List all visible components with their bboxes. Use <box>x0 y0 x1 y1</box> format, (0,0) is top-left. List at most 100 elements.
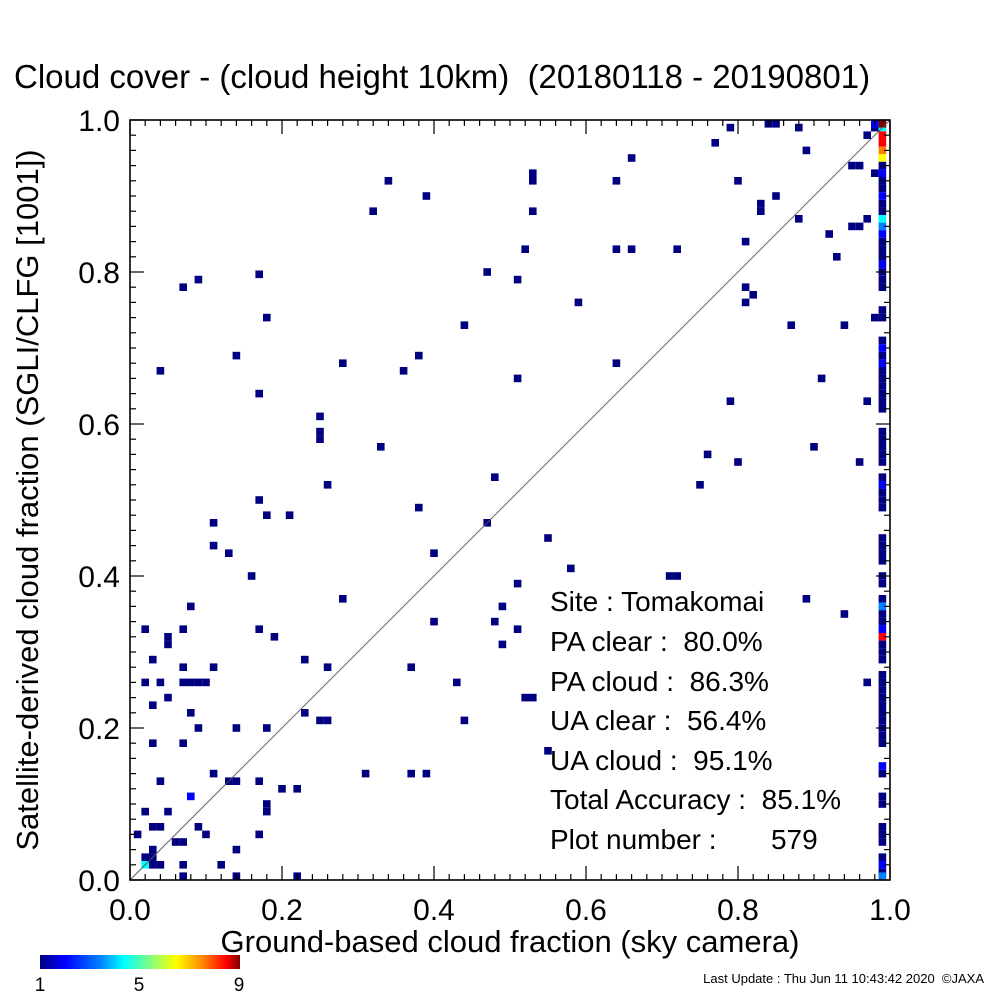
heatmap-cell <box>149 845 157 854</box>
heatmap-cell <box>802 595 811 603</box>
heatmap-cell <box>878 488 887 497</box>
heatmap-cell <box>878 503 887 512</box>
heatmap-cell <box>741 237 750 246</box>
axis-ticks <box>129 119 891 881</box>
heatmap-cell <box>263 313 271 322</box>
heatmap-cell <box>878 557 887 565</box>
heatmap-cell <box>703 450 712 459</box>
heatmap-cell <box>209 541 218 550</box>
heatmap-cell <box>878 792 887 801</box>
x-tick-label: 0.2 <box>261 894 303 927</box>
heatmap-cell <box>217 861 225 869</box>
heatmap-cell <box>339 359 347 367</box>
heatmap-cell <box>696 481 704 489</box>
heatmap-cell <box>878 678 887 687</box>
heatmap-cell <box>749 291 757 299</box>
heatmap-cell <box>878 359 887 367</box>
heatmap-cell <box>878 872 887 880</box>
heatmap-cell <box>878 230 887 238</box>
heatmap-cell <box>878 701 887 709</box>
heatmap-cell <box>627 245 636 253</box>
colorbar-tick-label: 1 <box>35 975 46 996</box>
heatmap-cell <box>194 724 203 732</box>
heatmap-cell <box>795 215 803 223</box>
heatmap-cell <box>232 724 241 732</box>
heatmap-cell <box>734 458 742 466</box>
heatmap-cell <box>878 617 887 626</box>
heatmap-cell <box>734 177 742 185</box>
heatmap-cell <box>878 253 887 261</box>
y-tick-label: 0.4 <box>78 561 120 594</box>
heatmap-cell <box>544 534 552 542</box>
heatmap-cell <box>521 245 529 253</box>
stats-plot-number: Plot number : 579 <box>550 824 818 855</box>
heatmap-cell <box>430 617 438 626</box>
heatmap-cell <box>878 139 887 147</box>
heatmap-cell <box>757 199 765 208</box>
heatmap-cell <box>164 693 172 702</box>
heatmap-cell <box>878 199 887 208</box>
heatmap-cell <box>848 161 856 170</box>
heatmap-cell <box>270 633 279 641</box>
heatmap-cell <box>384 177 393 185</box>
heatmap-cell <box>878 458 887 466</box>
heatmap-cell <box>407 769 415 778</box>
heatmap-cell <box>202 830 210 839</box>
heatmap-cell <box>323 663 332 671</box>
heatmap-cell <box>430 549 438 557</box>
heatmap-cell <box>878 207 887 215</box>
one-to-one-reference-line <box>129 119 891 881</box>
heatmap-cell <box>316 435 324 443</box>
stats-ua-cloud: UA cloud : 95.1% <box>550 745 773 776</box>
heatmap-cell <box>878 830 887 839</box>
heatmap-cell <box>179 838 187 846</box>
heatmap-cell <box>377 443 385 451</box>
heatmap-cell <box>498 602 507 611</box>
heatmap-cell <box>878 161 887 170</box>
heatmap-cell <box>726 397 735 405</box>
heatmap-cell <box>848 222 856 231</box>
heatmap-cell <box>255 777 263 785</box>
heatmap-cell <box>149 823 157 831</box>
heatmap-cell <box>878 382 887 390</box>
heatmap-cell <box>316 716 324 725</box>
heatmap-cell <box>422 769 431 778</box>
heatmap-cell <box>164 807 172 816</box>
heatmap-cell <box>878 838 887 846</box>
heatmap-cell <box>878 374 887 383</box>
heatmap-cell <box>878 154 887 162</box>
heatmap-cell <box>156 823 165 831</box>
heatmap-cell <box>878 427 887 436</box>
x-tick-label: 0.4 <box>413 894 455 927</box>
heatmap-cell <box>171 838 180 846</box>
heatmap-cell <box>179 872 187 880</box>
heatmap-cell <box>665 572 674 580</box>
heatmap-cell <box>179 739 187 747</box>
heatmap-cell <box>483 268 491 276</box>
heatmap-cell <box>513 625 522 633</box>
heatmap-cell <box>179 861 187 869</box>
heatmap-cell <box>232 777 241 785</box>
heatmap-cell <box>878 762 887 770</box>
heatmap-cell <box>878 313 887 322</box>
heatmap-cell <box>422 192 431 200</box>
heatmap-cell <box>878 260 887 269</box>
heatmap-cell <box>415 503 423 512</box>
heatmap-cell <box>285 511 294 519</box>
heatmap-cell <box>339 595 347 603</box>
x-axis-title: Ground-based cloud fraction (sky camera) <box>221 924 800 959</box>
heatmap-cell <box>194 823 203 831</box>
heatmap-cell <box>878 769 887 778</box>
heatmap-cell <box>878 215 887 223</box>
heatmap-cell <box>141 807 149 816</box>
heatmap-cell <box>187 709 195 717</box>
heatmap-cell <box>878 853 887 861</box>
heatmap-cell <box>878 397 887 405</box>
heatmap-cell <box>878 245 887 253</box>
heatmap-cell <box>323 716 332 725</box>
heatmap-cell <box>878 648 887 656</box>
heatmap-cell <box>878 541 887 550</box>
heatmap-cell <box>878 120 887 128</box>
x-tick-label: 0.6 <box>565 894 607 927</box>
heatmap-cell <box>878 405 887 413</box>
